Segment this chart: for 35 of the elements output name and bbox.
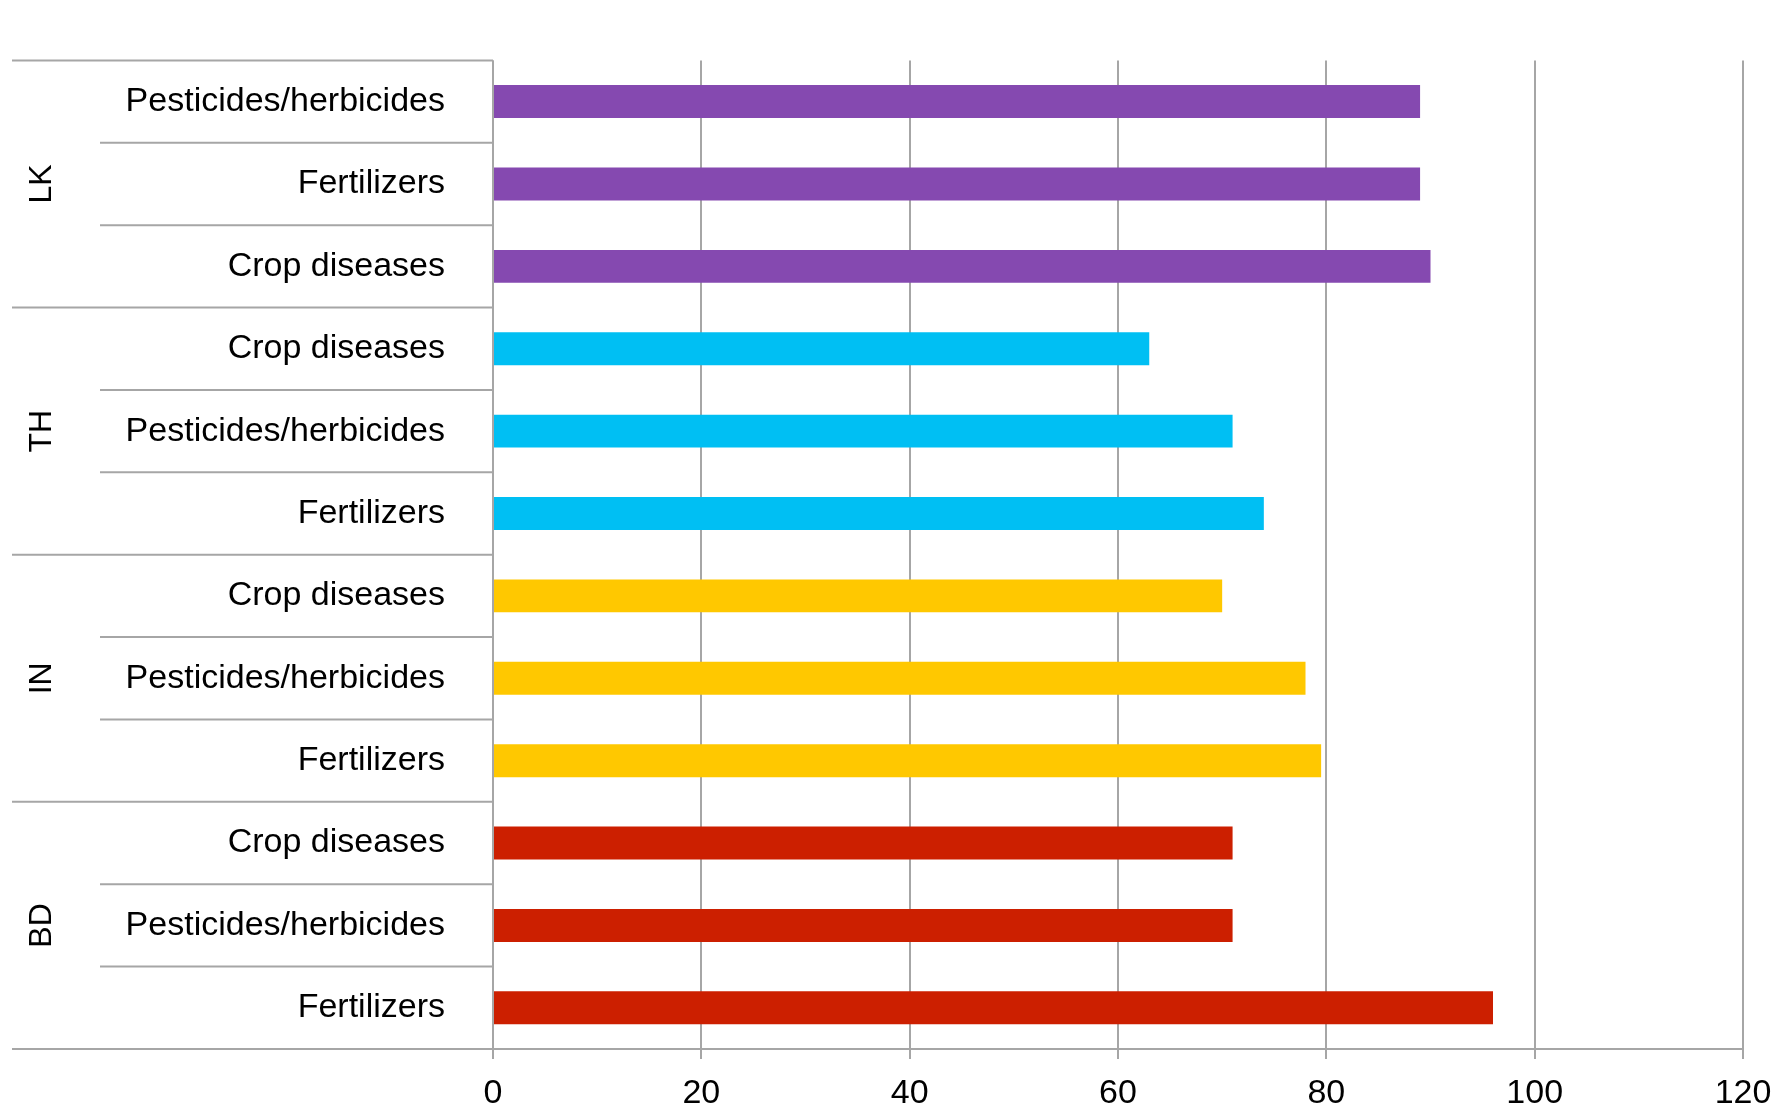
- y-tick-label: Crop diseases: [227, 327, 445, 366]
- x-tick-label: 40: [890, 1071, 929, 1110]
- bar: [494, 826, 1233, 860]
- y-tick-label: Fertilizers: [297, 491, 445, 530]
- x-tick-label: 120: [1714, 1071, 1772, 1110]
- bar: [494, 249, 1431, 283]
- bar: [494, 332, 1150, 366]
- y-tick-label: Fertilizers: [297, 986, 445, 1025]
- y-tick-label: Pesticides/herbicides: [125, 409, 445, 448]
- bar: [494, 497, 1264, 530]
- x-tick-label: 60: [1099, 1071, 1137, 1110]
- text: BD: [21, 903, 58, 948]
- y-tick-label: Fertilizers: [297, 739, 445, 778]
- y-tick-label: Crop diseases: [227, 821, 445, 860]
- bar: [494, 167, 1421, 201]
- bar: [494, 661, 1306, 695]
- x-tick-label: 20: [682, 1071, 721, 1110]
- y-tick-label: Pesticides/herbicides: [125, 903, 445, 942]
- bar: [494, 908, 1233, 942]
- x-tick-label: 100: [1506, 1071, 1564, 1110]
- y-tick-label: Crop diseases: [227, 574, 445, 613]
- bar: [494, 414, 1233, 448]
- x-tick-label: 0: [483, 1071, 503, 1110]
- y-tick-label: Pesticides/herbicides: [125, 656, 445, 695]
- bar: [494, 991, 1493, 1025]
- bar: [494, 579, 1223, 613]
- text: TH: [21, 409, 58, 453]
- text: LK: [21, 164, 58, 204]
- y-tick-label: Pesticides/herbicides: [125, 79, 445, 118]
- y-tick-label: Fertilizers: [297, 162, 445, 201]
- x-tick-label: 80: [1307, 1071, 1346, 1110]
- y-tick-label: Crop diseases: [227, 244, 445, 283]
- text: IN: [21, 662, 58, 695]
- bar: [494, 85, 1421, 119]
- bar: [494, 744, 1322, 778]
